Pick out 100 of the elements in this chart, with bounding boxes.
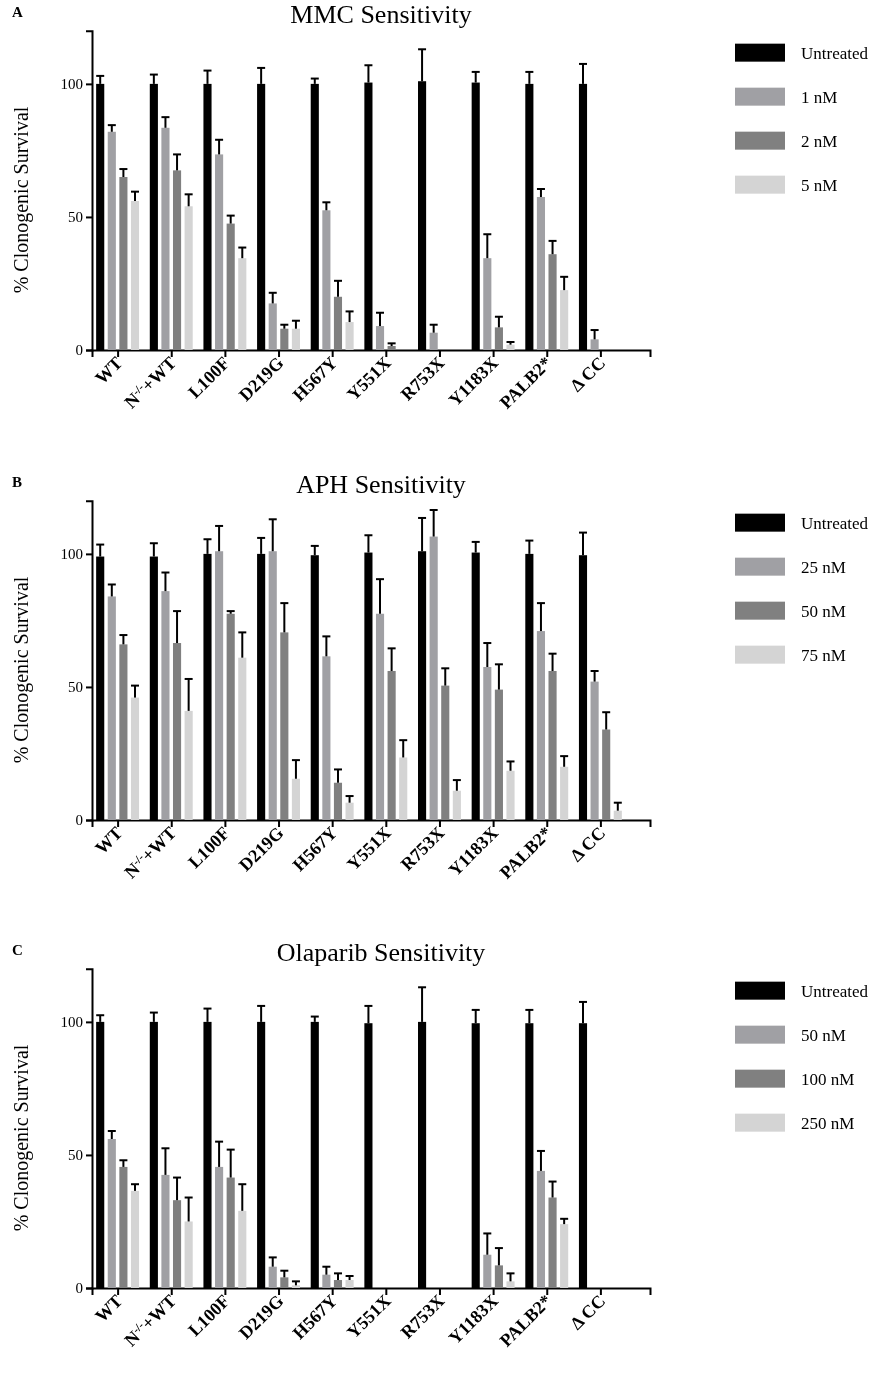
y-tick-label: 0 bbox=[75, 1280, 83, 1297]
bar bbox=[130, 1190, 140, 1288]
bar bbox=[429, 536, 438, 820]
bar bbox=[172, 1200, 182, 1288]
y-tick-label: 0 bbox=[75, 812, 83, 829]
bar bbox=[119, 1166, 128, 1288]
legend-label: 50 nM bbox=[801, 601, 846, 621]
legend-label: Untreated bbox=[801, 43, 869, 63]
text: C bbox=[12, 941, 23, 958]
bar bbox=[590, 339, 599, 350]
bar bbox=[161, 591, 170, 820]
bar bbox=[215, 1166, 224, 1288]
y-tick-label: 100 bbox=[60, 1014, 83, 1031]
bar bbox=[322, 210, 331, 350]
bar bbox=[280, 1277, 289, 1288]
bar bbox=[590, 681, 599, 820]
bar bbox=[441, 685, 450, 820]
chart-title: MMC Sensitivity bbox=[290, 0, 472, 29]
bar bbox=[268, 303, 277, 350]
bar bbox=[107, 596, 116, 820]
bar bbox=[560, 766, 569, 820]
y-tick-label: 100 bbox=[60, 76, 83, 93]
text: B bbox=[12, 473, 23, 490]
y-tick-label: 50 bbox=[68, 1147, 83, 1164]
bar bbox=[238, 657, 247, 820]
bar bbox=[483, 666, 492, 820]
bar bbox=[536, 196, 546, 350]
bar bbox=[226, 613, 235, 820]
y-axis-title: % Clonogenic Survival bbox=[10, 106, 33, 294]
y-axis-title: % Clonogenic Survival bbox=[10, 1044, 33, 1232]
x-tick-label: Δ CC bbox=[566, 1290, 610, 1334]
legend-label: 2 nM bbox=[801, 131, 838, 151]
bar bbox=[560, 1224, 569, 1288]
bar bbox=[506, 1281, 515, 1288]
chart-title: APH Sensitivity bbox=[296, 469, 466, 499]
bar bbox=[387, 346, 396, 350]
bar bbox=[215, 551, 224, 820]
chart-title: Olaparib Sensitivity bbox=[276, 937, 486, 967]
legend-label: 25 nM bbox=[801, 557, 846, 577]
legend-label: 100 nM bbox=[801, 1069, 855, 1089]
x-tick-label: WT bbox=[91, 352, 127, 389]
legend-label: 50 nM bbox=[801, 1025, 846, 1045]
bar bbox=[506, 344, 515, 350]
bar bbox=[613, 810, 622, 820]
legend-label: 75 nM bbox=[801, 645, 846, 665]
bar bbox=[548, 254, 557, 350]
bar bbox=[291, 778, 300, 820]
bar bbox=[161, 1174, 170, 1288]
bar bbox=[560, 290, 569, 350]
bar bbox=[548, 670, 557, 820]
bar bbox=[375, 613, 385, 820]
bar bbox=[130, 200, 140, 350]
legend-label: 1 nM bbox=[801, 87, 838, 107]
bar bbox=[494, 327, 503, 350]
y-tick-label: 100 bbox=[60, 546, 83, 563]
bar bbox=[333, 1280, 343, 1288]
legend-label: Untreated bbox=[801, 981, 869, 1001]
bar bbox=[291, 328, 300, 350]
legend-label: 5 nM bbox=[801, 175, 838, 195]
x-tick-label: Δ CC bbox=[566, 822, 610, 866]
bar bbox=[506, 770, 515, 820]
bar bbox=[399, 757, 408, 820]
bar bbox=[291, 1285, 300, 1288]
bar bbox=[345, 802, 354, 820]
bar bbox=[333, 296, 343, 350]
bar bbox=[238, 258, 247, 350]
bar bbox=[333, 782, 343, 820]
bar bbox=[107, 131, 116, 350]
bar bbox=[130, 697, 140, 820]
bar bbox=[184, 206, 193, 350]
y-tick-label: 0 bbox=[75, 342, 83, 359]
bar bbox=[387, 670, 396, 820]
y-tick-label: 50 bbox=[68, 679, 83, 696]
bar bbox=[536, 631, 546, 820]
y-tick-label: 50 bbox=[68, 209, 83, 226]
bar bbox=[184, 710, 193, 820]
bar bbox=[238, 1210, 247, 1288]
bar bbox=[226, 1177, 235, 1288]
bar bbox=[494, 689, 503, 820]
bar bbox=[483, 258, 492, 350]
legend-label: Untreated bbox=[801, 513, 869, 533]
bar bbox=[172, 170, 182, 350]
bar bbox=[494, 1265, 503, 1288]
legend-label: 250 nM bbox=[801, 1113, 855, 1133]
bar bbox=[322, 1274, 331, 1288]
bar bbox=[119, 177, 128, 350]
bar bbox=[548, 1197, 557, 1288]
bar bbox=[345, 1280, 354, 1288]
bar bbox=[602, 729, 611, 820]
bar bbox=[215, 154, 224, 350]
y-axis-title: % Clonogenic Survival bbox=[10, 576, 33, 764]
text: A bbox=[12, 3, 23, 20]
bar bbox=[483, 1254, 492, 1288]
bar bbox=[226, 223, 235, 350]
bar bbox=[280, 328, 289, 350]
bar bbox=[172, 643, 182, 820]
bar bbox=[536, 1170, 546, 1288]
bar bbox=[119, 644, 128, 820]
bar bbox=[107, 1138, 116, 1289]
bar bbox=[452, 790, 461, 820]
